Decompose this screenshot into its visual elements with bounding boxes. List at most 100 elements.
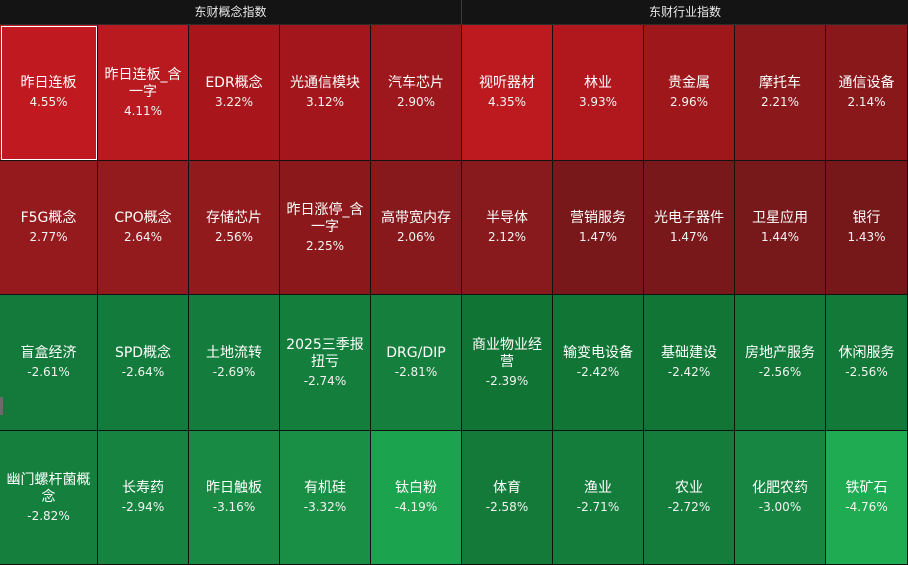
sector-tile[interactable]: 盲盒经济 -2.61%	[0, 295, 98, 431]
sector-change-pct: 2.64%	[123, 230, 163, 244]
sector-change-pct: 2.06%	[396, 230, 436, 244]
sector-name: 摩托车	[759, 75, 801, 91]
sector-change-pct: -3.16%	[212, 500, 256, 514]
sector-tile[interactable]: CPO概念 2.64%	[98, 161, 189, 295]
sector-change-pct: 2.90%	[396, 95, 436, 109]
sector-change-pct: -2.56%	[758, 365, 802, 379]
sector-tile[interactable]: 幽门螺杆菌概念 -2.82%	[0, 431, 98, 565]
sector-tile[interactable]: 输变电设备 -2.42%	[553, 295, 644, 431]
sector-name: 幽门螺杆菌概念	[6, 471, 91, 505]
sector-change-pct: -2.69%	[212, 365, 256, 379]
sector-change-pct: -2.64%	[121, 365, 165, 379]
sector-name: 铁矿石	[845, 480, 888, 496]
sector-tile[interactable]: 汽车芯片 2.90%	[371, 25, 462, 161]
sector-change-pct: 2.56%	[214, 230, 254, 244]
sector-name: 盲盒经济	[20, 345, 77, 361]
sector-change-pct: 3.22%	[214, 95, 254, 109]
sector-change-pct: 2.21%	[760, 95, 800, 109]
sector-tile[interactable]: 视听器材 4.35%	[462, 25, 553, 161]
sector-name: 2025三季报扭亏	[286, 336, 364, 370]
sector-tile[interactable]: 基础建设 -2.42%	[644, 295, 735, 431]
sector-tile[interactable]: 商业物业经营 -2.39%	[462, 295, 553, 431]
sector-name: 昨日触板	[206, 480, 262, 496]
sector-name: SPD概念	[114, 345, 172, 361]
sector-tile[interactable]: DRG/DIP -2.81%	[371, 295, 462, 431]
sector-name: 体育	[493, 480, 521, 496]
sector-tile[interactable]: 林业 3.93%	[553, 25, 644, 161]
sector-tile[interactable]: 光电子器件 1.47%	[644, 161, 735, 295]
sector-tile[interactable]: 通信设备 2.14%	[826, 25, 908, 161]
sector-name: 卫星应用	[752, 210, 808, 226]
sector-tile[interactable]: 长寿药 -2.94%	[98, 431, 189, 565]
sector-tile[interactable]: 钛白粉 -4.19%	[371, 431, 462, 565]
sector-change-pct: -2.82%	[27, 508, 70, 523]
sector-change-pct: -2.72%	[667, 500, 711, 514]
sector-name: 休闲服务	[838, 345, 895, 361]
sector-tile[interactable]: 昨日连板_含一字 4.11%	[98, 25, 189, 161]
sector-change-pct: -4.19%	[394, 500, 438, 514]
sector-name: 商业物业经营	[472, 336, 542, 370]
sector-name: 贵金属	[668, 75, 710, 91]
sector-tile[interactable]: 铁矿石 -4.76%	[826, 431, 908, 565]
sector-change-pct: 2.96%	[669, 95, 709, 109]
sector-tile[interactable]: 银行 1.43%	[826, 161, 908, 295]
sector-tile[interactable]: 房地产服务 -2.56%	[735, 295, 826, 431]
sector-change-pct: 1.44%	[760, 230, 800, 244]
sector-tile[interactable]: 化肥农药 -3.00%	[735, 431, 826, 565]
sector-tile[interactable]: 光通信模块 3.12%	[280, 25, 371, 161]
sector-name: 土地流转	[206, 345, 262, 361]
sector-name: 存储芯片	[206, 210, 262, 226]
sector-name: 化肥农药	[752, 480, 808, 496]
sector-tile[interactable]: 昨日连板 4.55%	[0, 25, 98, 161]
sector-change-pct: 1.47%	[578, 230, 618, 244]
sector-name: 昨日连板	[20, 75, 77, 91]
sector-change-pct: -4.76%	[845, 500, 888, 514]
sector-name: 长寿药	[122, 480, 164, 496]
sector-change-pct: 2.14%	[847, 95, 886, 109]
sector-name: 光通信模块	[290, 75, 360, 91]
sector-name: 营销服务	[570, 210, 626, 226]
sector-name: F5G概念	[20, 210, 77, 226]
sector-name: 视听器材	[479, 75, 535, 91]
sector-tile[interactable]: 农业 -2.72%	[644, 431, 735, 565]
sector-tile[interactable]: 2025三季报扭亏 -2.74%	[280, 295, 371, 431]
sector-tile[interactable]: 贵金属 2.96%	[644, 25, 735, 161]
sector-change-pct: 1.43%	[847, 230, 886, 244]
sector-tile[interactable]: 摩托车 2.21%	[735, 25, 826, 161]
sector-change-pct: 2.12%	[487, 230, 527, 244]
sector-name: EDR概念	[205, 75, 263, 91]
sector-tile[interactable]: F5G概念 2.77%	[0, 161, 98, 295]
sector-change-pct: 4.55%	[29, 95, 68, 109]
sector-tile[interactable]: 卫星应用 1.44%	[735, 161, 826, 295]
sector-tile[interactable]: 渔业 -2.71%	[553, 431, 644, 565]
sector-tile[interactable]: 体育 -2.58%	[462, 431, 553, 565]
sector-change-pct: -2.94%	[121, 500, 165, 514]
sector-tile[interactable]: 存储芯片 2.56%	[189, 161, 280, 295]
sector-name: 光电子器件	[654, 210, 724, 226]
sector-tile[interactable]: 营销服务 1.47%	[553, 161, 644, 295]
sector-heatmap-grid: 昨日连板 4.55% 昨日连板_含一字 4.11% EDR概念 3.22% 光通信模块 3.1…	[0, 25, 908, 565]
sector-tile[interactable]: 休闲服务 -2.56%	[826, 295, 908, 431]
sector-tile[interactable]: 有机硅 -3.32%	[280, 431, 371, 565]
sector-tile[interactable]: SPD概念 -2.64%	[98, 295, 189, 431]
sector-name: 银行	[852, 210, 881, 226]
sector-name: 林业	[584, 75, 612, 91]
sector-name: 昨日连板_含一字	[104, 66, 182, 100]
sector-tile[interactable]: 土地流转 -2.69%	[189, 295, 280, 431]
sector-tile[interactable]: 半导体 2.12%	[462, 161, 553, 295]
sector-name: 房地产服务	[745, 345, 815, 361]
sector-change-pct: 4.35%	[487, 95, 527, 109]
industry-index-title: 东财行业指数	[648, 5, 721, 19]
sector-change-pct: -2.71%	[576, 500, 620, 514]
sector-tile[interactable]: EDR概念 3.22%	[189, 25, 280, 161]
scroll-handle[interactable]	[0, 397, 3, 415]
sector-tile[interactable]: 高带宽内存 2.06%	[371, 161, 462, 295]
sector-name: 半导体	[486, 210, 528, 226]
sector-name: 通信设备	[838, 75, 895, 91]
heatmap-header: 东财概念指数 东财行业指数	[0, 0, 908, 25]
sector-change-pct: -3.00%	[758, 500, 802, 514]
sector-name: 钛白粉	[395, 480, 437, 496]
sector-tile[interactable]: 昨日涨停_含一字 2.25%	[280, 161, 371, 295]
sector-tile[interactable]: 昨日触板 -3.16%	[189, 431, 280, 565]
sector-change-pct: 1.47%	[669, 230, 709, 244]
